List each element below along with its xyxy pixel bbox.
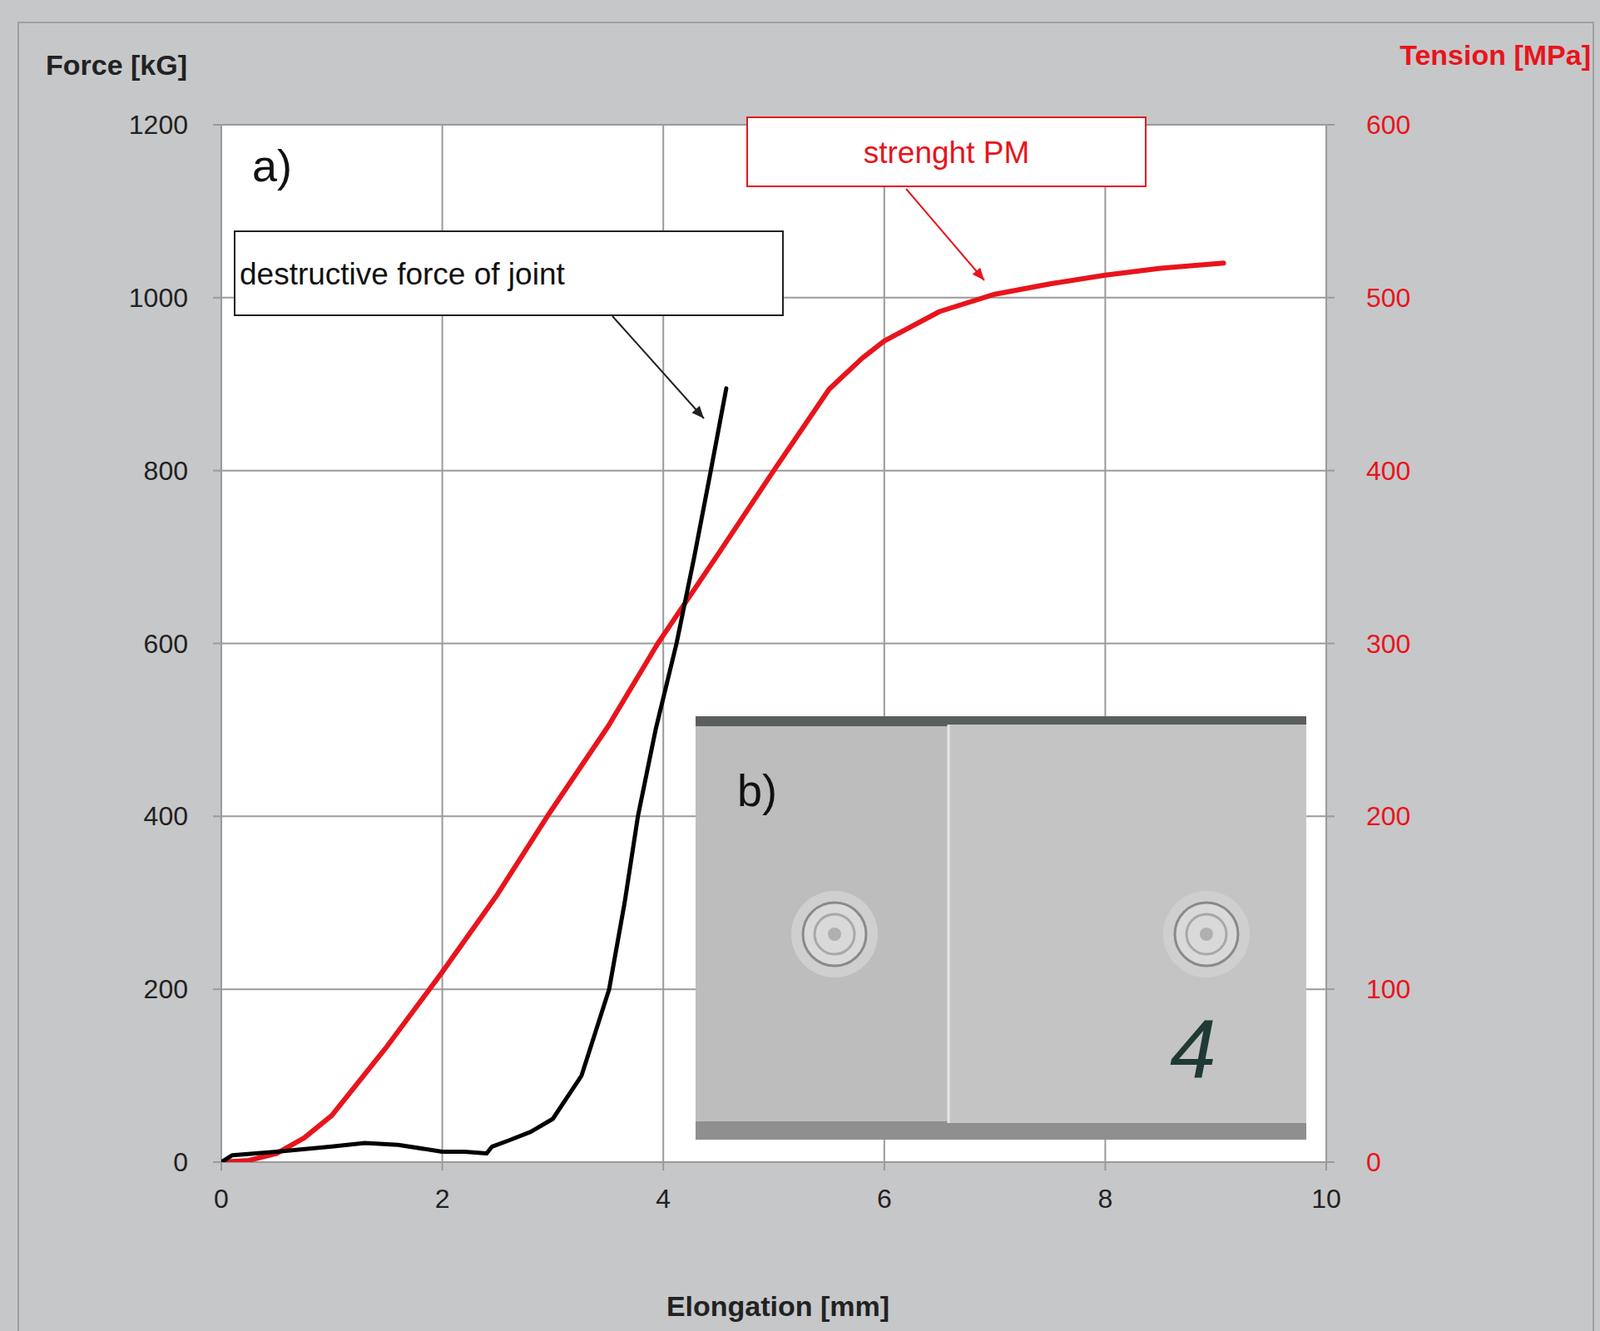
leader-line — [612, 316, 704, 419]
grid-line — [221, 643, 1327, 645]
series-label: strenght PM — [863, 135, 1030, 170]
tick-label: 2 — [435, 1183, 451, 1214]
tick-label: 1200 — [128, 109, 189, 140]
panel-label: b) — [737, 765, 778, 816]
tick — [883, 1162, 886, 1171]
inset-joint — [1163, 891, 1250, 978]
tick — [662, 1162, 664, 1171]
inset-joint — [802, 902, 867, 966]
inset-photo — [695, 716, 1307, 1140]
tick — [1325, 1162, 1328, 1171]
axis-title: Elongation [mm] — [666, 1290, 890, 1323]
tick-label: 600 — [143, 629, 189, 659]
series-line — [221, 262, 1224, 1163]
tick-label: 0 — [173, 1147, 189, 1178]
tick — [213, 988, 222, 991]
tick-label: 8 — [1098, 1183, 1114, 1214]
plot-area — [221, 124, 1327, 1163]
tick-label: 6 — [876, 1183, 892, 1214]
inset-seam — [947, 724, 951, 1124]
tick — [1326, 1161, 1335, 1164]
tick-label: 0 — [213, 1183, 229, 1214]
background — [0, 0, 1600, 1331]
tick-label: 600 — [1366, 109, 1411, 140]
tick — [220, 1162, 223, 1171]
series-label: destructive force of joint — [239, 257, 565, 292]
tick — [1326, 123, 1335, 126]
inset-sheet — [948, 724, 1307, 1124]
axis-frame — [221, 124, 1327, 1163]
tick — [213, 815, 222, 818]
tick — [213, 297, 222, 299]
inset-joint — [791, 891, 878, 978]
tick — [1104, 1162, 1106, 1171]
tick-label: 400 — [1366, 455, 1411, 486]
tick-label: 500 — [1366, 282, 1411, 313]
series-line — [221, 388, 727, 1163]
tick — [213, 123, 222, 126]
tick-label: 400 — [143, 801, 189, 832]
panel-label: a) — [252, 140, 293, 191]
inset-joint — [1174, 902, 1239, 966]
tick-label: 100 — [1366, 974, 1411, 1005]
tick-label: 200 — [1366, 801, 1411, 832]
inset-joint — [814, 914, 855, 955]
tick — [1326, 988, 1335, 991]
inset-joint — [1199, 927, 1214, 942]
annotation-box — [747, 117, 1146, 187]
series-group — [221, 262, 1224, 1163]
tick-label: 0 — [1366, 1147, 1382, 1178]
axis-title: Tension [MPa] — [1399, 39, 1591, 71]
inset-joint — [827, 927, 842, 942]
inset-edge — [695, 1121, 1307, 1140]
tick-label: 10 — [1311, 1183, 1342, 1214]
inset-mark: 4 — [1169, 1002, 1217, 1096]
frame — [18, 22, 1594, 1331]
chart: 0246810020040060080010001200010020030040… — [0, 0, 1600, 1331]
leader-line — [906, 188, 985, 281]
arrow-head — [972, 267, 985, 281]
annotation-box — [234, 231, 783, 316]
tick — [1326, 470, 1335, 472]
tick-label: 200 — [143, 974, 189, 1005]
arrow-head — [692, 406, 704, 419]
tick-label: 800 — [143, 455, 189, 486]
tick — [213, 470, 222, 472]
tick — [441, 1162, 444, 1171]
axis-title: Force [kG] — [45, 49, 188, 81]
tick — [213, 1161, 222, 1164]
tick-label: 4 — [655, 1183, 671, 1214]
inset-joint — [1186, 914, 1227, 955]
tick — [1326, 297, 1335, 299]
tick — [213, 643, 222, 645]
tick-label: 1000 — [128, 282, 189, 313]
tick — [1326, 815, 1335, 818]
tick-label: 300 — [1366, 629, 1411, 659]
tick — [1326, 643, 1335, 645]
